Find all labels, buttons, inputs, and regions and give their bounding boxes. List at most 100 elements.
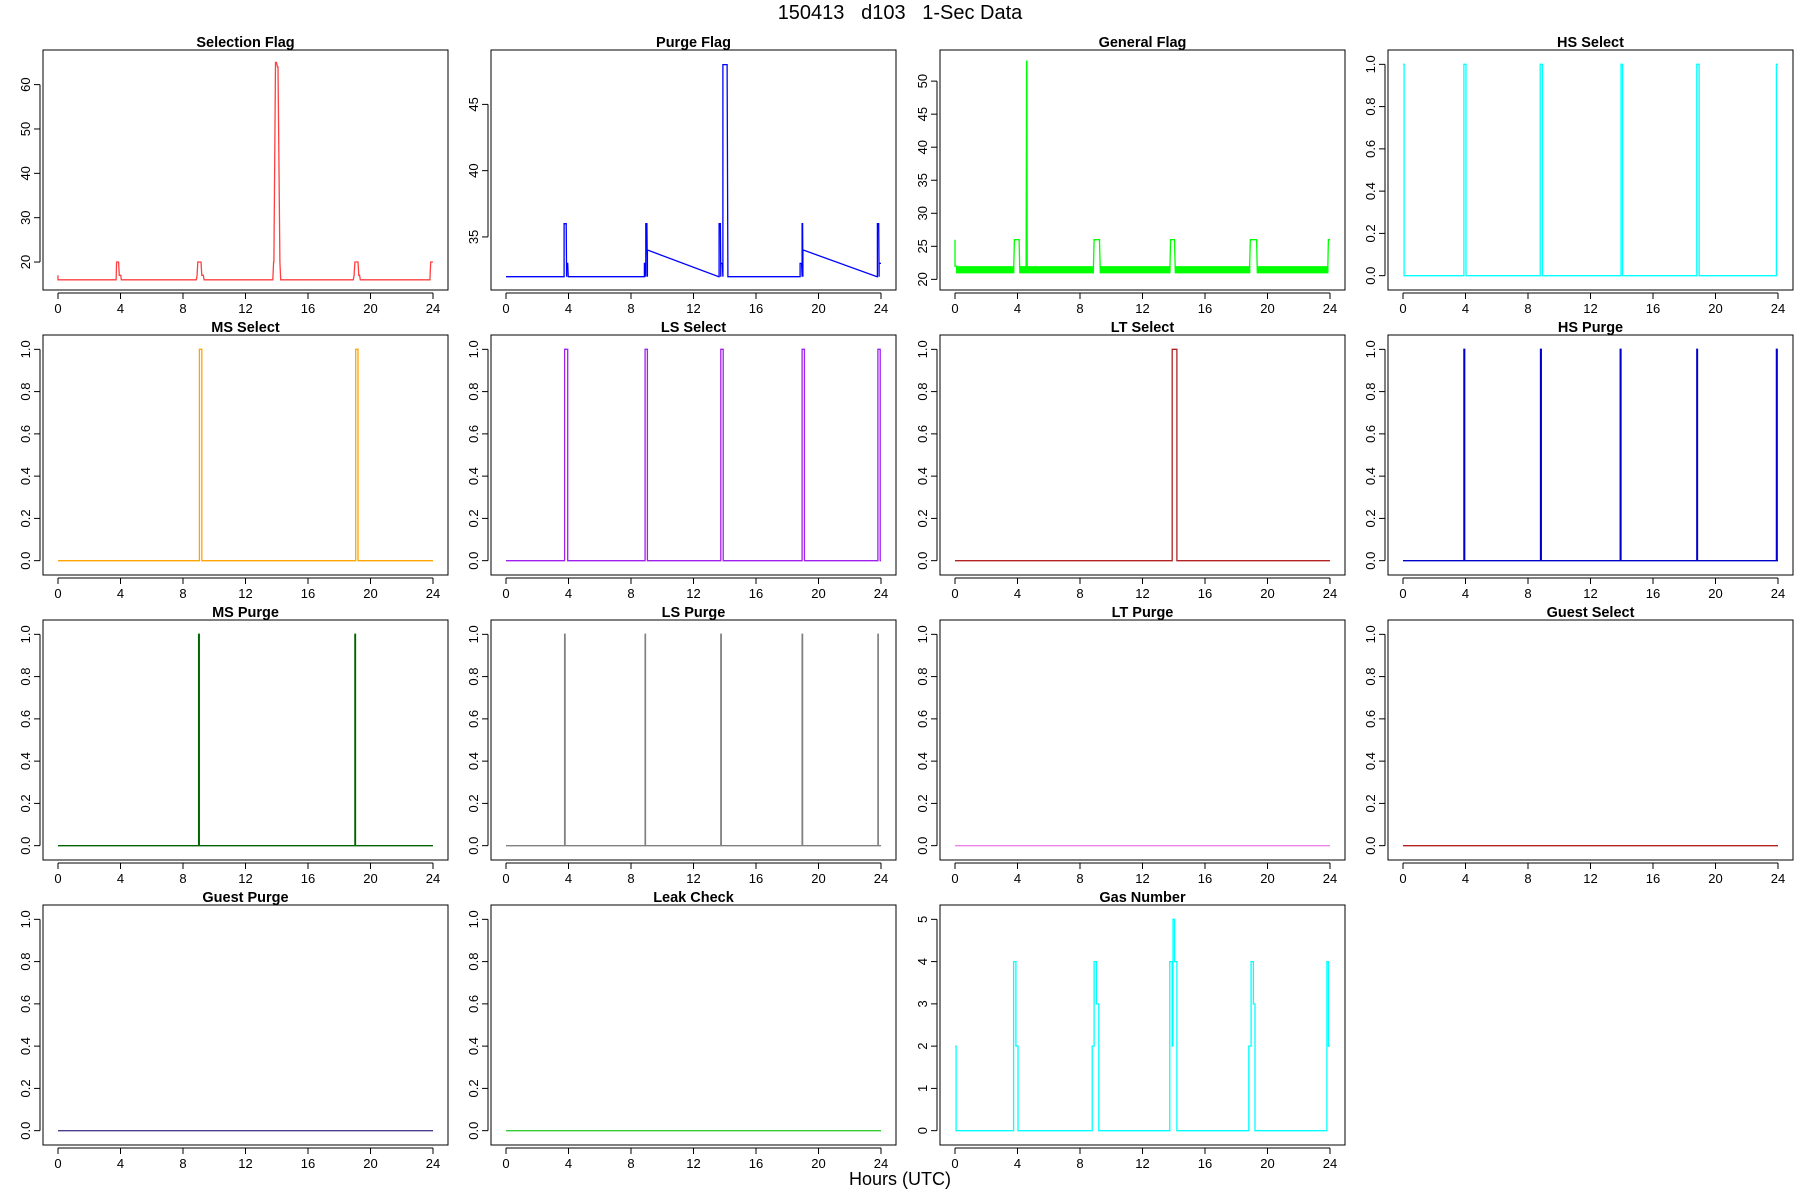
- x-tick-label: 8: [1076, 586, 1083, 601]
- y-tick-label: 0.8: [1363, 383, 1378, 401]
- y-tick-label: 0.4: [18, 752, 33, 770]
- x-tick-label: 16: [1646, 301, 1660, 316]
- x-tick-label: 12: [1135, 1156, 1149, 1171]
- x-tick-label: 20: [1708, 301, 1722, 316]
- x-tick-label: 24: [1771, 301, 1785, 316]
- x-tick-label: 24: [1323, 871, 1337, 886]
- y-tick-label: 0.0: [466, 552, 481, 570]
- series-band: [1257, 266, 1329, 273]
- x-tick-label: 16: [749, 1156, 763, 1171]
- x-tick-label: 4: [117, 301, 124, 316]
- x-tick-label: 20: [1260, 871, 1274, 886]
- y-tick-label: 0.6: [1363, 425, 1378, 443]
- series-line-hs-select: [1403, 63, 1778, 277]
- y-axis: 0.0 0.2 0.4 0.6 0.8 1.0: [1363, 55, 1386, 285]
- x-tick-label: 4: [117, 586, 124, 601]
- y-axis: 0.0 0.2 0.4 0.6 0.8 1.0: [466, 625, 489, 855]
- x-tick-label: 8: [179, 871, 186, 886]
- x-tick-label: 24: [426, 586, 440, 601]
- series-line-gas-number: [955, 918, 1330, 1132]
- panel-frame: [490, 904, 897, 1146]
- x-tick-label: 8: [1524, 301, 1531, 316]
- panel-frame: [939, 904, 1346, 1146]
- x-tick-label: 0: [502, 871, 509, 886]
- y-tick-label: 1.0: [1363, 340, 1378, 358]
- x-tick-label: 12: [1583, 586, 1597, 601]
- y-tick-label: 0.8: [1363, 668, 1378, 686]
- y-tick-label: 0.2: [1363, 509, 1378, 527]
- panel-title: Selection Flag: [196, 35, 294, 51]
- x-tick-label: 8: [1524, 586, 1531, 601]
- panel-frame: [490, 619, 897, 861]
- y-tick-label: 0.2: [18, 1079, 33, 1097]
- y-tick-label: 1: [915, 1085, 930, 1092]
- panel-frame: [490, 334, 897, 576]
- y-axis: 0.0 0.2 0.4 0.6 0.8 1.0: [915, 340, 938, 570]
- series-band: [1100, 266, 1171, 273]
- y-tick-label: 0.6: [1363, 140, 1378, 158]
- x-tick-label: 0: [951, 1156, 958, 1171]
- x-tick-label: 24: [1323, 301, 1337, 316]
- series-line-ms-select: [58, 348, 433, 562]
- y-tick-label: 0.2: [466, 509, 481, 527]
- panel-ls-select: LS Select 0 4 8 12 16 20 24 0.0 0.2 0.4 0.6 0.8 1.0: [466, 320, 897, 601]
- x-tick-label: 8: [627, 1156, 634, 1171]
- y-tick-label: 0.4: [18, 1037, 33, 1055]
- x-tick-label: 0: [502, 1156, 509, 1171]
- y-tick-label: 0.8: [466, 953, 481, 971]
- panel-purge-flag: Purge Flag 0 4 8 12 16 20 24 35 40 45: [466, 35, 897, 316]
- x-axis: 0 4 8 12 16 20 24: [951, 862, 1337, 886]
- y-tick-label: 0.0: [915, 552, 930, 570]
- y-tick-label: 0.6: [1363, 710, 1378, 728]
- panel-frame: [1387, 334, 1794, 576]
- x-tick-label: 20: [363, 871, 377, 886]
- y-tick-label: 0.6: [466, 425, 481, 443]
- x-tick-label: 4: [1014, 871, 1021, 886]
- x-tick-label: 20: [363, 586, 377, 601]
- x-tick-label: 16: [749, 301, 763, 316]
- x-axis: 0 4 8 12 16 20 24: [54, 862, 440, 886]
- y-tick-label: 0.2: [18, 509, 33, 527]
- y-axis: 0.0 0.2 0.4 0.6 0.8 1.0: [466, 340, 489, 570]
- panel-title: Guest Purge: [202, 890, 288, 906]
- y-tick-label: 30: [18, 210, 33, 224]
- y-axis: 0.0 0.2 0.4 0.6 0.8 1.0: [18, 910, 41, 1140]
- y-axis: 0.0 0.2 0.4 0.6 0.8 1.0: [1363, 625, 1386, 855]
- panel-frame: [1387, 49, 1794, 291]
- y-tick-label: 0.6: [915, 425, 930, 443]
- series-line-ls-purge: [506, 633, 881, 847]
- panel-ms-select: MS Select 0 4 8 12 16 20 24 0.0 0.2 0.4 0.6 0.8 1.0: [18, 320, 449, 601]
- y-tick-label: 0.8: [1363, 98, 1378, 116]
- x-tick-label: 0: [951, 586, 958, 601]
- x-tick-label: 12: [686, 1156, 700, 1171]
- x-tick-label: 24: [426, 1156, 440, 1171]
- x-tick-label: 0: [54, 871, 61, 886]
- y-tick-label: 1.0: [466, 340, 481, 358]
- y-tick-label: 0.4: [18, 467, 33, 485]
- x-tick-label: 20: [1260, 1156, 1274, 1171]
- y-tick-label: 1.0: [1363, 55, 1378, 73]
- x-tick-label: 16: [1198, 1156, 1212, 1171]
- panel-guest-purge: Guest Purge 0 4 8 12 16 20 24 0.0 0.2 0.4 0.6 0.8 1.0: [18, 890, 449, 1171]
- panel-hs-select: HS Select 0 4 8 12 16 20 24 0.0 0.2 0.4 0.6 0.8 1.0: [1363, 35, 1794, 316]
- y-tick-label: 0.2: [1363, 794, 1378, 812]
- series-line-selection-flag: [57, 61, 433, 281]
- panel-frame: [42, 49, 449, 291]
- x-tick-label: 20: [1708, 586, 1722, 601]
- panel-lt-select: LT Select 0 4 8 12 16 20 24 0.0 0.2 0.4 0.6 0.8 1.0: [915, 320, 1346, 601]
- x-axis: 0 4 8 12 16 20 24: [1399, 577, 1785, 601]
- y-tick-label: 0.0: [466, 1122, 481, 1140]
- panel-general-flag: General Flag 0 4 8 12 16 20 24 20 25 30 35 40 45 50: [915, 35, 1346, 316]
- y-axis: 0.0 0.2 0.4 0.6 0.8 1.0: [466, 910, 489, 1140]
- x-tick-label: 12: [686, 586, 700, 601]
- x-tick-label: 24: [874, 586, 888, 601]
- y-tick-label: 0.2: [1363, 224, 1378, 242]
- x-tick-label: 8: [1076, 1156, 1083, 1171]
- y-axis: 0.0 0.2 0.4 0.6 0.8 1.0: [915, 625, 938, 855]
- x-tick-label: 4: [565, 1156, 572, 1171]
- x-tick-label: 24: [1323, 586, 1337, 601]
- x-tick-label: 0: [54, 1156, 61, 1171]
- x-axis: 0 4 8 12 16 20 24: [54, 292, 440, 316]
- x-tick-label: 8: [179, 1156, 186, 1171]
- y-tick-label: 35: [466, 230, 481, 244]
